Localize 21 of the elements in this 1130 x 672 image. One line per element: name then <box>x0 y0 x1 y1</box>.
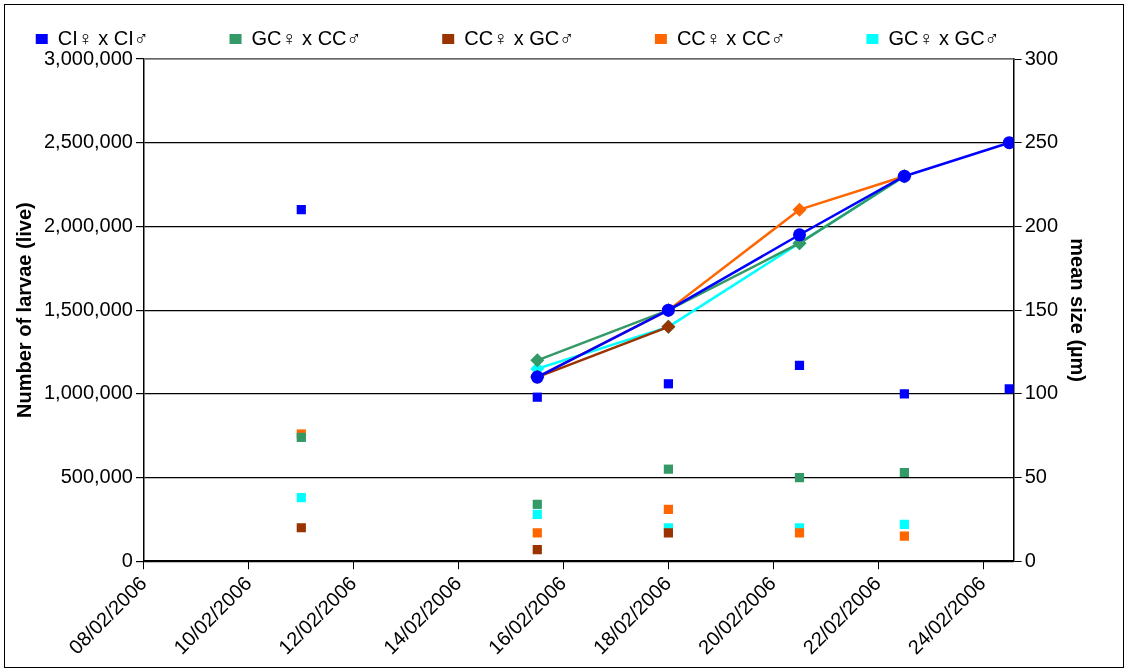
y2-tick-label: 300 <box>1024 46 1059 69</box>
y2-tick-label: 100 <box>1024 381 1059 404</box>
y2-tick-label: 150 <box>1024 297 1059 320</box>
y-tick-label: 500,000 <box>60 465 133 488</box>
y2-tick-label: 0 <box>1024 548 1036 571</box>
y-axis-title: Number of larvae (live) <box>12 202 35 418</box>
legend-label: GC♀ x CC♂ <box>251 26 429 49</box>
y2-axis-title: mean size (µm) <box>1067 238 1090 383</box>
y-tick-label: 1,000,000 <box>43 381 133 404</box>
y-tick-label: 0 <box>121 548 133 571</box>
y2-tick-label: 50 <box>1024 465 1047 488</box>
y-tick-label: 2,000,000 <box>43 213 133 236</box>
legend-label: CI♀ x CI♂ <box>57 26 216 49</box>
y2-tick-label: 250 <box>1024 130 1059 153</box>
legend-label: CC♀ x CC♂ <box>676 26 853 49</box>
y2-tick-label: 200 <box>1024 213 1059 236</box>
legend-label: GC♀ x GC♂ <box>888 26 1000 49</box>
y-tick-label: 1,500,000 <box>43 297 133 320</box>
y-tick-label: 3,000,000 <box>43 46 133 69</box>
legend-label: CC♀ x GC♂ <box>464 26 641 49</box>
y-tick-label: 2,500,000 <box>43 130 133 153</box>
